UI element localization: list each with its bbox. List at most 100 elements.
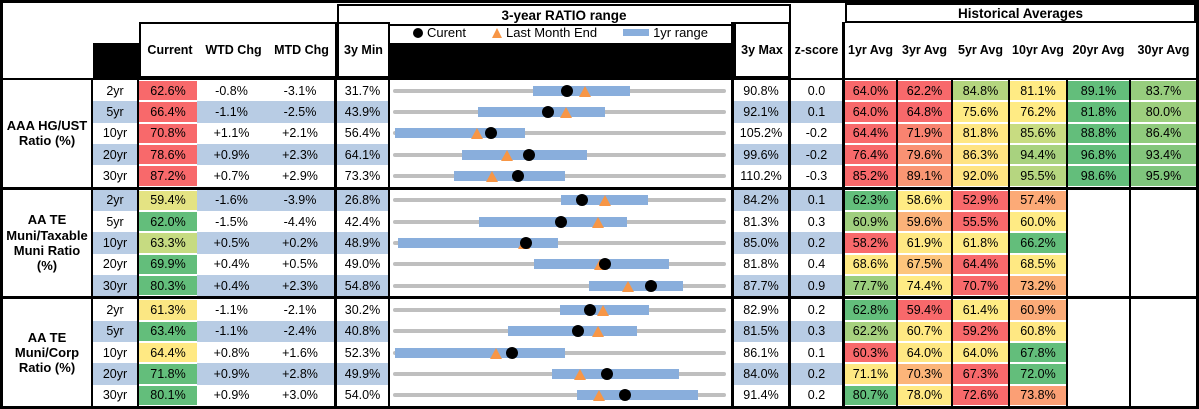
heatmap-fill (1068, 102, 1129, 122)
range-track (393, 240, 726, 245)
z-score-cell: 0.2 (791, 384, 845, 406)
heatmap-fill (139, 102, 197, 122)
heatmap-fill (845, 254, 896, 274)
tenor-cell: 5yr (93, 101, 139, 123)
avg-cell-value: 62.8% (852, 303, 889, 317)
z-score-cell: -0.2 (791, 122, 845, 144)
heatmap-fill (139, 233, 197, 253)
mtd-chg-cell: +1.6% (266, 342, 337, 364)
range-chart-cell (390, 122, 734, 144)
avg-cell: 59.4% (898, 299, 953, 321)
column-header-3y-min: 3y Min (337, 22, 390, 78)
avg-cell: 68.6% (845, 253, 898, 275)
avg-cell: 64.4% (953, 253, 1010, 275)
current-cell: 63.3% (139, 232, 197, 254)
avg-cell: 80.7% (845, 384, 898, 406)
current-dot (576, 194, 589, 207)
wtd-chg-cell: -1.1% (197, 320, 266, 342)
min-3y-cell: 40.8% (337, 320, 390, 342)
one-year-range-bar (395, 347, 566, 358)
range-chart-header: Curent Last Month End 1yr range (390, 22, 734, 78)
avg-cell: 89.1% (1068, 80, 1131, 102)
avg-cell: 55.5% (953, 211, 1010, 233)
avg-cell: 95.5% (1010, 165, 1068, 187)
current-dot (561, 84, 574, 97)
avg-cell-value: 60.7% (906, 324, 943, 339)
table-row: 10yr 63.3% +0.5% +0.2% 48.9% 85.0% 0.2 58.2% 61.… (93, 232, 1196, 254)
range-track (393, 283, 726, 288)
heatmap-fill (1010, 81, 1066, 101)
avg-cell-value: 60.0% (1020, 214, 1056, 229)
legend-current-label: Curent (426, 25, 467, 40)
heatmap-fill (845, 343, 896, 363)
heatmap-fill (139, 190, 197, 210)
current-cell: 78.6% (139, 143, 197, 166)
max-3y-cell: 92.1% (734, 101, 791, 123)
heatmap-fill (1010, 275, 1066, 296)
wtd-chg-cell: +0.8% (197, 342, 266, 364)
last-month-end-triangle (573, 368, 586, 380)
tenor-cell: 2yr (93, 80, 139, 102)
range-chart-cell (390, 232, 734, 254)
wtd-chg-cell: +0.4% (197, 274, 266, 297)
current-cell-value: 59.4% (150, 193, 186, 208)
tenor-cell: 2yr (93, 299, 139, 321)
avg-cell (1131, 232, 1196, 254)
avg-cell: 75.6% (953, 101, 1010, 123)
heatmap-fill (898, 300, 951, 320)
tenor-cell: 2yr (93, 189, 139, 211)
avg-cell: 81.8% (1068, 101, 1131, 123)
current-dot (645, 279, 658, 292)
max-3y-cell: 85.0% (734, 232, 791, 254)
avg-cell: 76.4% (845, 143, 898, 166)
min-3y-cell: 48.9% (337, 232, 390, 254)
tenor-cell: 10yr (93, 342, 139, 364)
heatmap-fill (953, 81, 1008, 101)
avg-cell: 89.1% (898, 165, 953, 187)
heatmap-fill (898, 233, 951, 253)
heatmap-fill (845, 212, 896, 232)
heatmap-fill (953, 166, 1008, 186)
table-row: 20yr 78.6% +0.9% +2.3% 64.1% 99.6% -0.2 76.4% 79… (93, 143, 1196, 166)
avg-cell-value: 86.3% (962, 147, 999, 162)
avg-cell: 59.2% (953, 320, 1010, 342)
mtd-chg-cell: +2.3% (266, 143, 337, 166)
avg-cell-value: 70.7% (962, 278, 999, 293)
max-3y-cell: 87.7% (734, 274, 791, 297)
wtd-chg-cell: +0.9% (197, 143, 266, 166)
current-dot (519, 236, 532, 249)
z-score-cell: 0.1 (791, 101, 845, 123)
heatmap-fill (953, 233, 1008, 253)
wtd-chg-cell: -0.8% (197, 80, 266, 102)
last-month-end-triangle (596, 305, 609, 316)
min-3y-cell: 43.9% (337, 101, 390, 123)
one-year-range-bar (577, 390, 699, 401)
avg-cell: 60.9% (845, 211, 898, 233)
current-cell-value: 66.4% (150, 104, 186, 119)
current-cell: 71.8% (139, 363, 197, 385)
avg-cell-value: 79.6% (906, 147, 943, 162)
max-3y-cell: 81.3% (734, 211, 791, 233)
heatmap-fill (1010, 212, 1066, 232)
mtd-chg-cell: -2.1% (266, 299, 337, 321)
avg-cell-value: 68.6% (852, 257, 889, 272)
wtd-chg-cell: -1.1% (197, 299, 266, 321)
avg-cell-value: 67.3% (962, 366, 999, 381)
current-dot (600, 367, 613, 380)
range-track (393, 198, 726, 203)
table-row: 20yr 71.8% +0.9% +2.8% 49.9% 84.0% 0.2 71.1% 70.… (93, 363, 1196, 385)
avg-cell: 59.6% (898, 211, 953, 233)
max-3y-cell: 105.2% (734, 122, 791, 144)
heatmap-fill (1010, 102, 1066, 122)
avg-cell-value: 61.8% (962, 235, 999, 250)
avg-cell: 60.9% (1010, 299, 1068, 321)
avg-cell-value: 64.4% (852, 126, 889, 141)
avg-cell: 62.8% (845, 299, 898, 321)
avg-cell-value: 85.2% (852, 168, 889, 183)
column-header-z-score: z-score (791, 22, 845, 78)
legend-1yr-range-label: 1yr range (653, 25, 708, 40)
avg-cell-value: 64.0% (962, 345, 999, 360)
range-bar-icon (623, 29, 650, 36)
heatmap-fill (1010, 190, 1066, 210)
heatmap-fill (898, 102, 951, 122)
